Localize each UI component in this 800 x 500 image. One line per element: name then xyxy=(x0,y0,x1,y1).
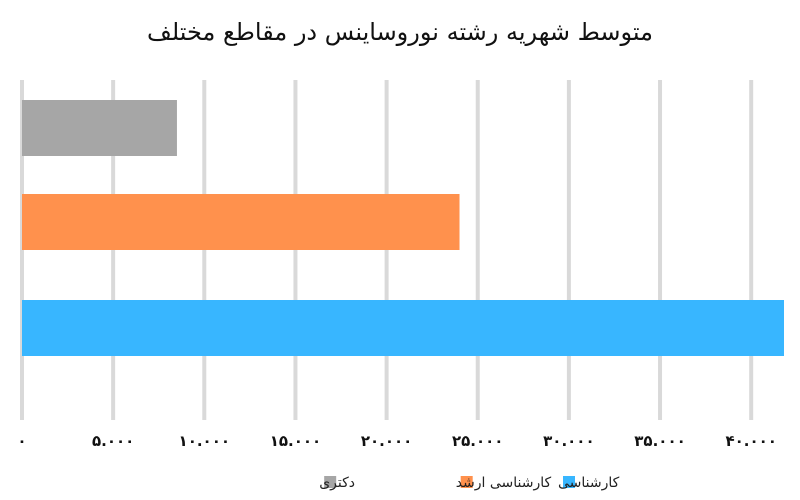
bars xyxy=(22,100,784,356)
x-tick-label: ۲۰.۰۰۰ xyxy=(361,432,412,450)
bar xyxy=(22,194,460,250)
legend: کارشناسی کارشناسی ارشد دکتری xyxy=(319,475,619,491)
bar xyxy=(22,100,177,156)
x-tick-label: ۳۰.۰۰۰ xyxy=(543,432,594,450)
legend-label: دکتری xyxy=(319,475,355,491)
legend-swatch xyxy=(460,476,473,488)
x-tick-label: ۵.۰۰۰ xyxy=(92,432,134,450)
legend-swatch xyxy=(324,476,337,488)
x-tick-label: ۰ xyxy=(17,432,26,450)
x-tick-label: ۱۰.۰۰۰ xyxy=(179,432,230,450)
x-tick-label: ۲۵.۰۰۰ xyxy=(452,432,503,450)
chart-title: متوسط شهریه رشته نوروساینس در مقاطع مختل… xyxy=(147,18,653,46)
x-tick-label: ۳۵.۰۰۰ xyxy=(634,432,685,450)
x-axis-tick-labels: ۰ ۵.۰۰۰ ۱۰.۰۰۰ ۱۵.۰۰۰ ۲۰.۰۰۰ ۲۵.۰۰۰ ۳۰.۰۰۰ ۳۵.۰… xyxy=(17,432,777,450)
legend-label: کارشناسی ارشد xyxy=(456,475,552,491)
x-tick-label: ۴۰.۰۰۰ xyxy=(725,432,776,450)
x-tick-label: ۱۵.۰۰۰ xyxy=(270,432,321,450)
legend-swatch xyxy=(563,476,575,488)
bar xyxy=(22,300,784,356)
legend-label: کارشناسی xyxy=(558,475,620,491)
